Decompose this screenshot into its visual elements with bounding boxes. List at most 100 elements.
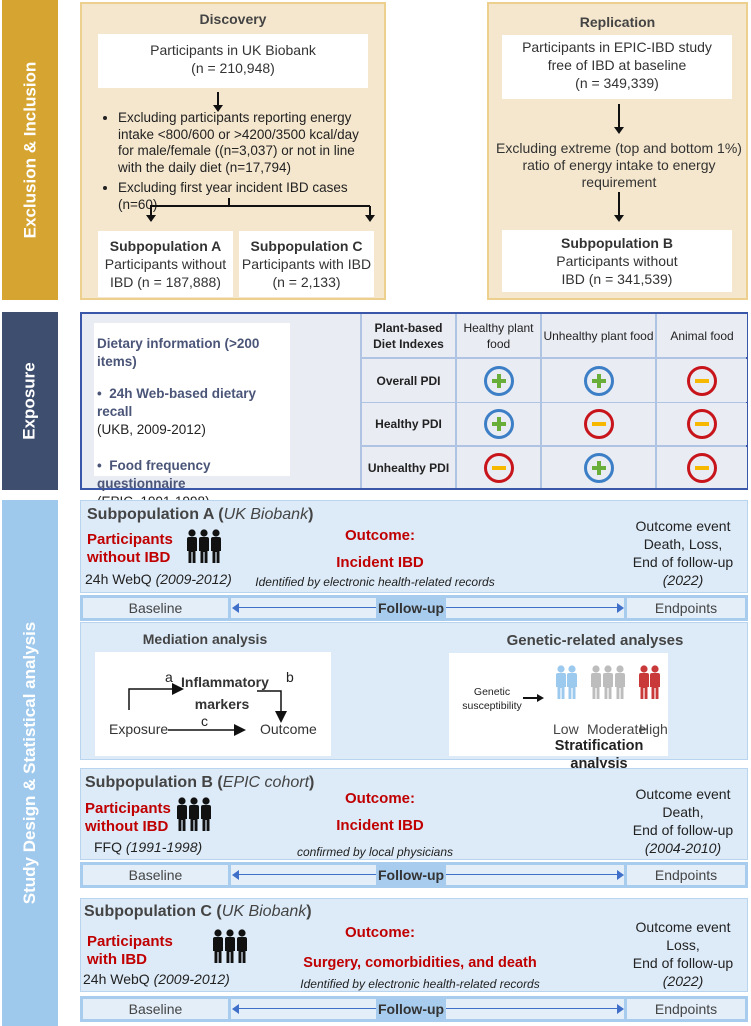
t: Outcome event xyxy=(635,919,731,935)
table-header: Healthy plant food xyxy=(457,314,540,357)
label: Exposure xyxy=(20,362,40,440)
susceptibility-label: Genetic susceptibility xyxy=(462,686,522,712)
arrow xyxy=(614,104,624,134)
table-cell xyxy=(542,403,655,445)
subpopulation-c-panel xyxy=(80,898,748,992)
branch-line xyxy=(228,198,230,206)
high-label: High xyxy=(639,721,668,737)
text: Participants with IBD xyxy=(241,256,372,272)
section-label-study: Study Design & Statistical analysis xyxy=(2,500,58,1026)
endpoints-label: Endpoints xyxy=(627,999,745,1019)
table-cell xyxy=(457,359,540,402)
subpopulation-a-box: Subpopulation A Participants without IBD (… xyxy=(98,231,233,297)
t: End of follow-up xyxy=(632,955,734,971)
path-b: b xyxy=(286,669,294,685)
t: Loss, xyxy=(666,937,700,953)
table-cell xyxy=(542,359,655,402)
t: Outcome event xyxy=(635,518,731,534)
text: Subpopulation B xyxy=(561,235,673,251)
arrow-left-icon xyxy=(232,603,239,613)
text: Participants in UK Biobank xyxy=(150,42,316,58)
genetic-diagram: Genetic susceptibility Low Moderate High… xyxy=(449,653,668,772)
arrow-left-icon xyxy=(232,870,239,880)
t: Death, xyxy=(662,804,704,820)
outcome-event: Outcome event Loss, End of follow-up (2022) xyxy=(610,918,751,990)
text: free of IBD at baseline xyxy=(547,57,687,73)
subpop-c-tool: 24h WebQ (2009-2012) xyxy=(83,970,230,988)
label: Exclusion & Inclusion xyxy=(20,61,40,239)
dietary-info-box: Dietary information (>200 items) • 24h W… xyxy=(94,323,290,509)
exclusion-list: Excluding participants reporting energy … xyxy=(104,110,374,213)
exclusion-item: Excluding participants reporting energy … xyxy=(118,110,374,176)
arrow-right-icon xyxy=(617,1004,624,1014)
arrow-right-icon xyxy=(617,603,624,613)
t: (2022) xyxy=(662,973,704,989)
baseline-label: Baseline xyxy=(83,999,228,1019)
t: Subpopulation B xyxy=(85,774,213,791)
table-header: Unhealthy plant food xyxy=(542,314,655,357)
method: Food frequency questionnaire xyxy=(97,458,211,491)
row-label: Healthy PDI xyxy=(362,403,455,445)
timeline-a: Baseline Follow-up Endpoints xyxy=(80,595,748,621)
moderate-label: Moderate xyxy=(587,721,647,737)
outcome-label: Outcome: xyxy=(344,790,415,807)
discovery-panel: Discovery Participants in UK Biobank (n =… xyxy=(80,2,386,300)
arrow-right-icon xyxy=(617,870,624,880)
arrow xyxy=(146,206,156,222)
timeline-b: Baseline Follow-up Endpoints xyxy=(80,862,748,888)
timeline-c: Baseline Follow-up Endpoints xyxy=(80,996,748,1022)
outcome-node: Outcome xyxy=(260,721,317,737)
t: (1991-1998) xyxy=(125,839,203,855)
minus-circle-icon xyxy=(687,452,717,483)
followup-label: Follow-up xyxy=(376,598,447,618)
minus-circle-icon xyxy=(687,409,717,439)
followup-label: Follow-up xyxy=(376,865,447,885)
subpop-c-who: Participants with IBD xyxy=(87,933,173,969)
text: Subpopulation A xyxy=(109,238,222,254)
t: (2009-2012) xyxy=(153,971,230,987)
text: Participants in EPIC-IBD study xyxy=(522,39,712,55)
text: Participants without xyxy=(556,253,678,269)
t: Subpopulation A xyxy=(87,506,214,523)
arrow xyxy=(614,192,624,222)
mediator: Inflammatory markers xyxy=(181,674,269,712)
mediation-title: Mediation analysis xyxy=(142,631,268,647)
subpop-a-who: Participants without IBD xyxy=(87,531,173,567)
method: 24h Web-based dietary recall xyxy=(97,386,257,419)
outcome-source: Identified by electronic health-related … xyxy=(300,977,540,991)
outcome-label: Outcome: xyxy=(344,924,415,941)
plus-circle-icon xyxy=(583,365,614,396)
arrow xyxy=(523,694,544,702)
replication-title: Replication xyxy=(579,14,656,30)
plus-circle-icon xyxy=(483,409,514,439)
arrow xyxy=(365,206,375,222)
text: (n = 349,339) xyxy=(575,75,659,91)
text: (n = 210,948) xyxy=(191,60,275,76)
t: with IBD xyxy=(87,951,147,968)
table-cell xyxy=(657,403,747,445)
subpop-a-title: Subpopulation A (UK Biobank) xyxy=(87,506,314,523)
text: Subpopulation C xyxy=(250,238,363,254)
section-label-inclusion: Exclusion & Inclusion xyxy=(2,0,58,300)
people-icon xyxy=(176,797,212,837)
arrow-left-icon xyxy=(232,1004,239,1014)
t: Participants xyxy=(87,933,173,950)
minus-circle-icon xyxy=(583,409,614,439)
replication-panel: Replication Participants in EPIC-IBD stu… xyxy=(487,2,748,300)
t: without IBD xyxy=(87,549,171,566)
t: (2022) xyxy=(662,572,704,588)
exclusion-item: Excluding first year incident IBD cases … xyxy=(118,180,374,213)
minus-circle-icon xyxy=(483,452,514,483)
subpop-b-title: Subpopulation B (EPIC cohort) xyxy=(85,774,315,791)
mediation-arrows xyxy=(128,683,287,736)
outcome: Surgery, comorbidities, and death xyxy=(303,955,537,971)
outcome-event: Outcome event Death, End of follow-up (2004… xyxy=(610,785,751,857)
t: FFQ xyxy=(94,839,122,855)
subpopulation-c-box: Subpopulation C Participants with IBD (n =… xyxy=(239,231,374,297)
minus-circle-icon xyxy=(687,365,717,396)
text: Participants without xyxy=(104,256,227,272)
t: End of follow-up xyxy=(632,822,734,838)
table-cell xyxy=(457,403,540,445)
genetic-title: Genetic-related analyses xyxy=(506,632,684,649)
method-detail: (UKB, 2009-2012) xyxy=(97,422,206,437)
